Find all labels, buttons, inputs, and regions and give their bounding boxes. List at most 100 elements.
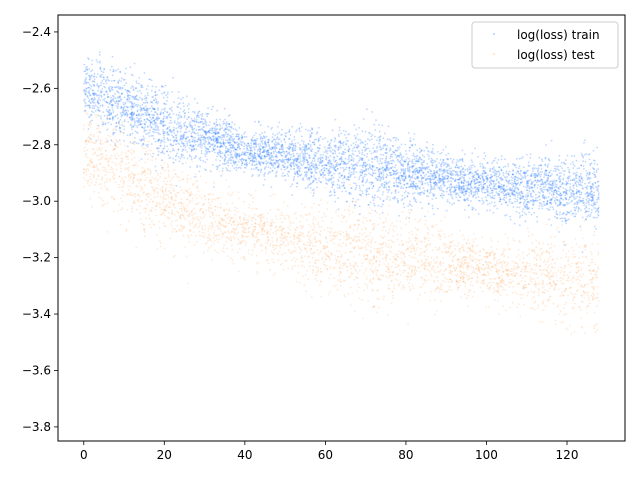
scatter-point xyxy=(234,209,236,212)
scatter-point xyxy=(562,249,565,252)
scatter-point xyxy=(543,291,546,294)
scatter-point xyxy=(322,247,325,250)
scatter-point xyxy=(523,303,525,306)
scatter-point xyxy=(458,275,461,278)
scatter-point xyxy=(270,158,273,161)
scatter-point xyxy=(585,246,587,248)
scatter-point xyxy=(125,163,127,165)
scatter-point xyxy=(390,139,392,142)
scatter-point xyxy=(516,283,519,286)
scatter-point xyxy=(337,231,339,234)
scatter-point xyxy=(197,187,199,189)
scatter-point xyxy=(316,231,318,234)
scatter-point xyxy=(294,231,297,234)
scatter-point xyxy=(570,193,572,196)
scatter-point xyxy=(517,303,520,306)
scatter-point xyxy=(135,162,137,165)
scatter-point xyxy=(279,214,282,217)
scatter-point xyxy=(92,175,95,177)
scatter-point xyxy=(85,156,87,158)
scatter-point xyxy=(299,238,302,241)
scatter-point xyxy=(231,202,234,204)
scatter-point xyxy=(352,239,354,242)
scatter-point xyxy=(83,168,86,171)
scatter-point xyxy=(275,233,278,235)
scatter-point xyxy=(214,205,217,208)
scatter-point xyxy=(375,260,377,262)
scatter-point xyxy=(173,199,176,202)
scatter-point xyxy=(311,229,314,232)
scatter-point xyxy=(375,177,378,180)
scatter-point xyxy=(120,157,123,160)
scatter-point xyxy=(450,252,452,255)
scatter-point xyxy=(199,209,202,211)
scatter-point xyxy=(352,158,355,160)
scatter-point xyxy=(105,157,108,160)
scatter-point xyxy=(150,179,152,182)
scatter-point xyxy=(399,171,402,174)
scatter-point xyxy=(231,164,234,167)
scatter-point xyxy=(471,277,473,280)
scatter-point xyxy=(157,109,159,111)
scatter-point xyxy=(271,224,273,227)
scatter-point xyxy=(497,159,500,161)
scatter-point xyxy=(537,241,540,244)
scatter-point xyxy=(570,286,572,289)
scatter-point xyxy=(164,189,167,191)
scatter-point xyxy=(490,284,493,286)
scatter-point xyxy=(460,273,463,276)
scatter-point xyxy=(432,259,435,262)
scatter-point xyxy=(121,159,123,162)
scatter-point xyxy=(186,198,188,201)
scatter-point xyxy=(242,225,244,228)
scatter-point xyxy=(391,279,393,282)
scatter-point xyxy=(90,173,92,176)
scatter-point xyxy=(457,286,460,289)
scatter-point xyxy=(120,197,122,200)
scatter-point xyxy=(564,288,567,291)
scatter-point xyxy=(212,193,215,196)
scatter-point xyxy=(84,70,87,73)
scatter-point xyxy=(380,243,383,246)
scatter-point xyxy=(188,195,191,197)
scatter-point xyxy=(270,228,272,231)
scatter-point xyxy=(573,277,576,279)
scatter-point xyxy=(587,264,590,267)
scatter-point xyxy=(131,194,134,197)
scatter-point xyxy=(191,197,194,200)
scatter-point xyxy=(332,242,335,245)
scatter-point xyxy=(502,305,505,308)
scatter-point xyxy=(443,273,445,276)
scatter-point xyxy=(590,261,592,264)
scatter-point xyxy=(175,196,177,198)
scatter-point xyxy=(148,149,151,152)
scatter-point xyxy=(464,271,467,274)
scatter-point xyxy=(483,273,485,276)
scatter-point xyxy=(589,279,592,281)
scatter-point xyxy=(387,231,390,234)
scatter-point xyxy=(284,238,287,240)
scatter-point xyxy=(271,258,273,261)
scatter-point xyxy=(172,144,175,147)
scatter-point xyxy=(293,257,295,259)
scatter-point xyxy=(366,287,369,289)
scatter-point xyxy=(333,285,335,288)
scatter-point xyxy=(540,269,543,272)
scatter-point xyxy=(414,239,417,242)
scatter-point xyxy=(195,186,198,189)
scatter-point xyxy=(428,264,431,266)
scatter-point xyxy=(492,258,495,261)
scatter-point xyxy=(113,177,116,180)
scatter-point xyxy=(444,216,446,219)
scatter-point xyxy=(161,189,164,192)
scatter-point xyxy=(518,283,521,285)
scatter-point xyxy=(181,227,183,230)
scatter-point xyxy=(402,269,405,272)
scatter-point xyxy=(251,249,254,252)
scatter-point xyxy=(305,290,308,293)
scatter-point xyxy=(496,259,499,262)
scatter-point xyxy=(432,266,435,268)
scatter-point xyxy=(113,148,116,151)
scatter-point xyxy=(590,294,593,297)
scatter-point xyxy=(98,183,101,186)
